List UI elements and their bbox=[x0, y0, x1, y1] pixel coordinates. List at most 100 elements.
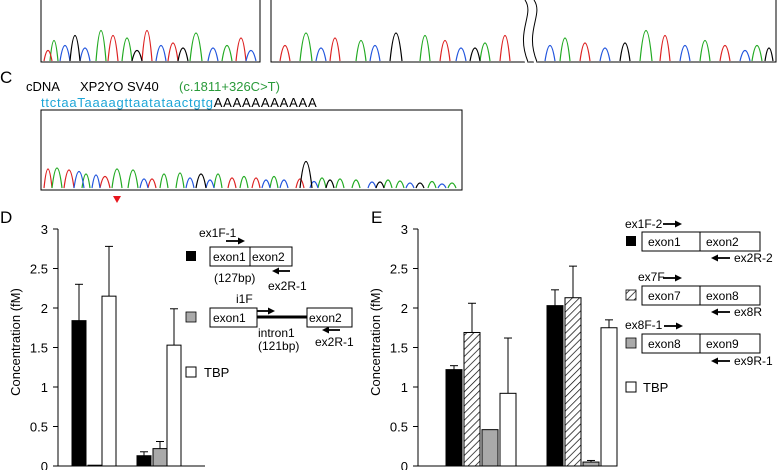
primer-ex8f1-arrowhead bbox=[676, 322, 683, 330]
primer-ex7f-label: ex7F bbox=[638, 270, 665, 284]
chart-d-bar bbox=[87, 464, 103, 467]
primer-ex2r1-bottom-label: ex2R-1 bbox=[315, 335, 354, 349]
chart-e-tick-label: 2.5 bbox=[390, 262, 408, 277]
chart-e-bar bbox=[582, 461, 600, 467]
primer-ex1f2-label: ex1F-2 bbox=[625, 217, 663, 231]
chart-d-tick-label: 1.5 bbox=[30, 341, 48, 356]
chart-e-bar bbox=[499, 392, 517, 467]
exon-box-e2 bbox=[641, 285, 761, 306]
product-size-bottom: (121bp) bbox=[258, 339, 299, 353]
legend-d-gray-square bbox=[185, 311, 197, 323]
top-chromatograms bbox=[40, 0, 777, 64]
sequence-part-a: ttctaa bbox=[41, 95, 77, 110]
chart-d-bar bbox=[166, 344, 182, 467]
cdna-label: cDNA bbox=[26, 79, 60, 94]
primer-ex8f1-label: ex8F-1 bbox=[625, 318, 663, 332]
exon1-bottom-label: exon1 bbox=[213, 311, 246, 325]
exon2-e-label: exon2 bbox=[706, 235, 739, 249]
legend-d-black-square bbox=[186, 251, 196, 261]
legend-e-gray-square bbox=[625, 337, 637, 349]
chromatogram-c-traces bbox=[43, 161, 457, 189]
primer-ex2r1-top-arrowhead bbox=[272, 267, 279, 275]
exon-box-top bbox=[209, 246, 293, 267]
legend-e-tbp-label: TBP bbox=[643, 380, 668, 395]
chart-e-tick-label: 2 bbox=[401, 301, 408, 316]
chart-e-bar bbox=[600, 327, 618, 467]
primer-ex8r-label: ex8R bbox=[734, 305, 762, 319]
product-size-top: (127bp) bbox=[214, 271, 255, 285]
panel-e: E Concentration (fM) 0 0.5 1 1.5 2 2.5 3 ex1F-… bbox=[368, 208, 773, 470]
mutation-marker-triangle bbox=[113, 196, 121, 203]
intron1-label: intron1 bbox=[258, 326, 295, 340]
primer-i1f-label: i1F bbox=[236, 292, 253, 306]
diagram-e-exon1-2: ex1F-2 exon1 exon2 ex2R-2 bbox=[625, 217, 773, 265]
panel-c: C cDNA XP2YO SV40 (c.1811+326C>T) ttctaa… bbox=[0, 68, 463, 203]
legend-e-tbp: TBP bbox=[625, 380, 668, 395]
sequence-polya: AAAAAAAAAAA bbox=[214, 95, 318, 110]
mutation-label: (c.1811+326C>T) bbox=[179, 79, 280, 94]
legend-e-white-square bbox=[625, 381, 637, 393]
chart-e-bar bbox=[564, 297, 582, 467]
primer-ex1f1-label: ex1F-1 bbox=[199, 226, 237, 240]
exon2-top-label: exon2 bbox=[252, 250, 285, 264]
primer-i1f-arrowhead bbox=[268, 307, 275, 315]
chart-d-bar bbox=[101, 295, 117, 467]
legend-e-hatched-square bbox=[625, 289, 637, 301]
diagram-e-exon8-9: ex8F-1 exon8 exon9 ex9R-1 bbox=[625, 318, 773, 368]
panel-c-letter: C bbox=[0, 68, 12, 87]
sequence-mutated-base: T bbox=[77, 95, 85, 110]
chart-e-bar bbox=[445, 369, 463, 467]
chart-d-tick-label: 3 bbox=[41, 222, 48, 237]
chart-e-bar bbox=[546, 305, 564, 467]
chart-e-tick-label: 3 bbox=[401, 222, 408, 237]
exon2-box-bottom bbox=[306, 307, 353, 328]
exon9-label: exon9 bbox=[706, 337, 739, 351]
legend-e-black-square bbox=[626, 236, 636, 246]
chart-d-ylabel: Concentration (fM) bbox=[8, 288, 23, 396]
top-chromatogram-right bbox=[270, 0, 777, 64]
primer-ex2r1-top-label: ex2R-1 bbox=[268, 279, 307, 293]
chart-d-tick-label: 1 bbox=[41, 380, 48, 395]
chart-e-tick-label: 0 bbox=[401, 459, 408, 470]
chart-d-tick-label: 0.5 bbox=[30, 420, 48, 435]
chart-d-bar bbox=[71, 320, 87, 467]
chart-d-tick-label: 2.5 bbox=[30, 262, 48, 277]
chart-d-bar bbox=[136, 455, 152, 467]
primer-ex2r1-bottom-arrowhead bbox=[322, 326, 329, 334]
top-chromatogram-left bbox=[40, 0, 261, 63]
chart-e-ylabel: Concentration (fM) bbox=[368, 288, 383, 396]
diagram-d-top: ex1F-1 exon1 exon2 (127bp) ex2R-1 bbox=[186, 226, 307, 293]
panel-d: D Concentration (fM) 0 0.5 1 1.5 2 2.5 3 ex1F-… bbox=[0, 208, 354, 470]
exon1-top-label: exon1 bbox=[213, 250, 246, 264]
exon7-label: exon7 bbox=[648, 289, 681, 303]
primer-ex2r2-label: ex2R-2 bbox=[734, 251, 773, 265]
chart-e-tick-label: 1 bbox=[401, 380, 408, 395]
primer-ex9r1-label: ex9R-1 bbox=[734, 354, 773, 368]
legend-d-tbp-label: TBP bbox=[204, 365, 229, 380]
sequence-part-c: aaaagttaatataactgtg bbox=[85, 95, 214, 110]
diagram-e-exon7-8: ex7F exon7 exon8 ex8R bbox=[625, 270, 762, 319]
legend-d-tbp: TBP bbox=[185, 365, 229, 380]
exon1-e-label: exon1 bbox=[648, 235, 681, 249]
legend-d-white-square bbox=[185, 366, 197, 378]
chart-e-bar bbox=[481, 429, 499, 467]
diagram-d-bottom: i1F exon1 exon2 intron1 (121bp) ex2R-1 bbox=[185, 292, 354, 353]
chart-d-bar bbox=[152, 448, 168, 467]
primer-ex2r2-arrowhead bbox=[711, 254, 718, 262]
exon8-label-a: exon8 bbox=[706, 289, 739, 303]
panel-e-letter: E bbox=[371, 208, 382, 227]
chart-d-tick-label: 2 bbox=[41, 301, 48, 316]
exon2-bottom-label: exon2 bbox=[309, 311, 342, 325]
exon-box-e3 bbox=[641, 333, 761, 354]
primer-ex1f1-arrowhead bbox=[238, 237, 245, 245]
panel-d-letter: D bbox=[0, 208, 12, 227]
chart-e-tick-label: 0.5 bbox=[390, 420, 408, 435]
chart-d-tick-label: 0 bbox=[41, 459, 48, 470]
exon8-label-b: exon8 bbox=[648, 337, 681, 351]
chart-e: 0 0.5 1 1.5 2 2.5 3 bbox=[390, 222, 618, 470]
sequence: ttctaaTaaaagttaatataactgtgAAAAAAAAAAA bbox=[41, 95, 317, 110]
primer-ex8r-arrowhead bbox=[711, 308, 718, 316]
primer-ex7f-arrowhead bbox=[675, 274, 682, 282]
exon-box-e1 bbox=[641, 231, 761, 252]
